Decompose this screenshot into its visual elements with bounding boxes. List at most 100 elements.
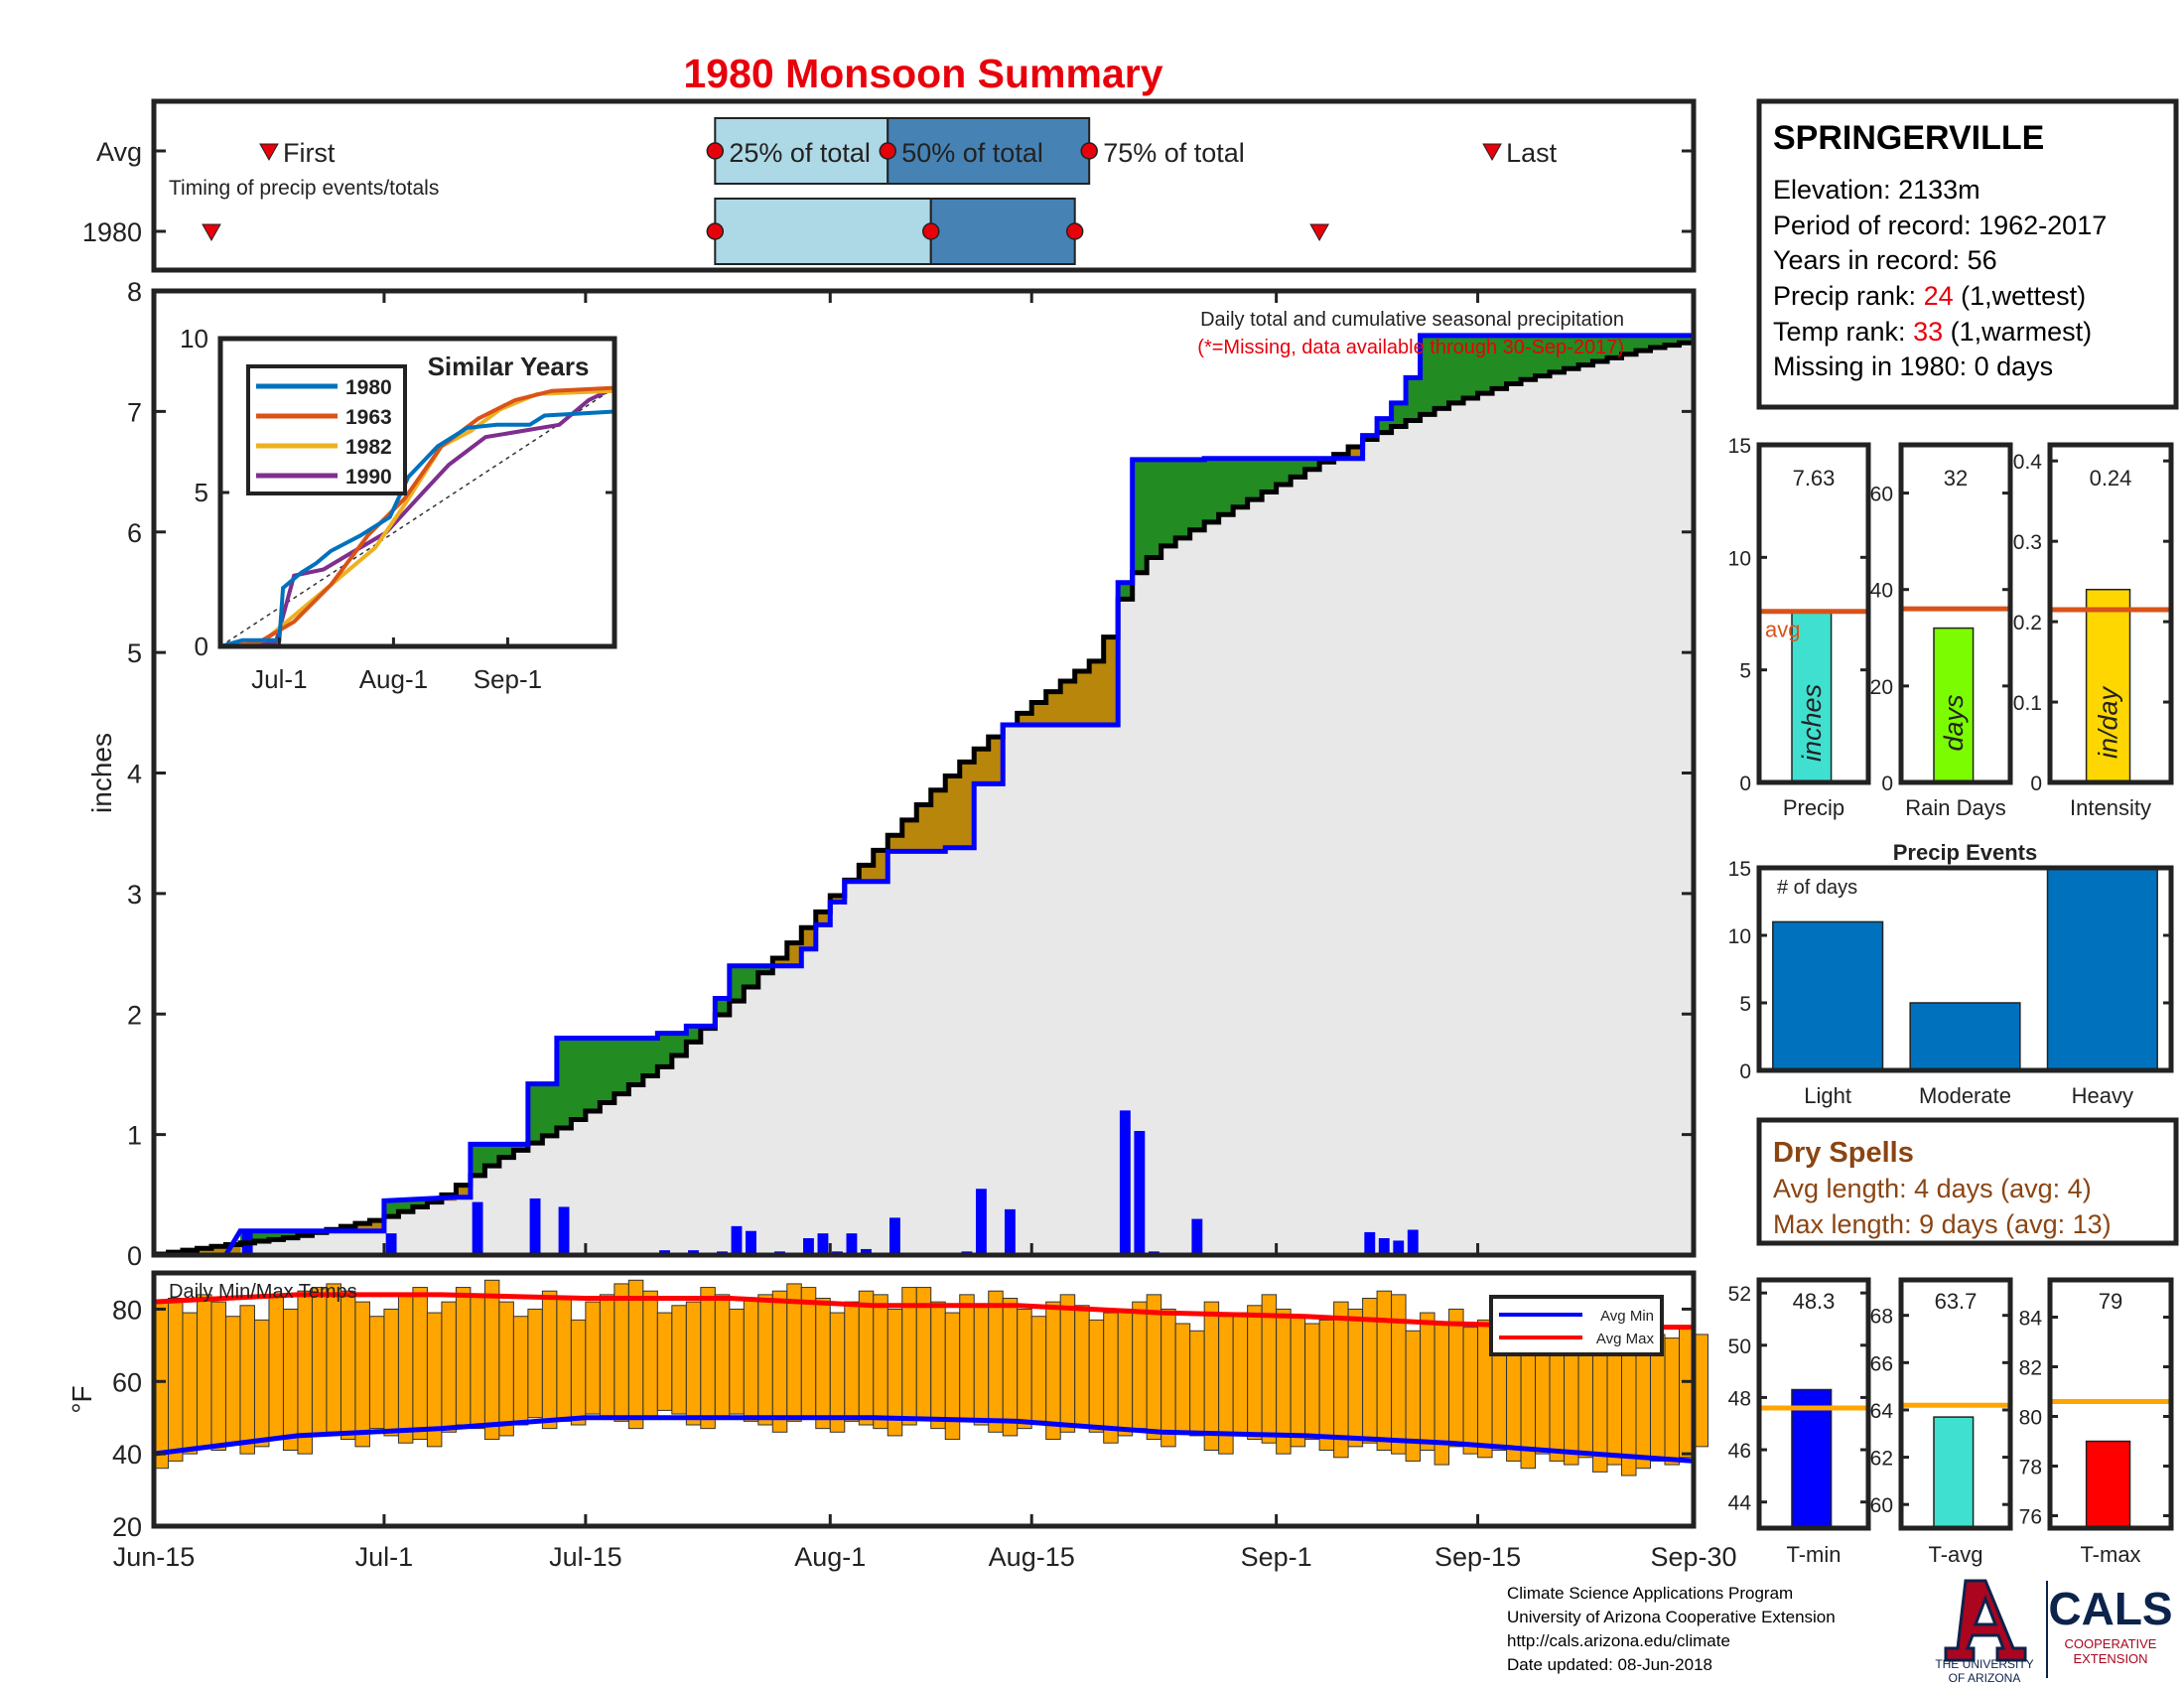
daily-temp-bar bbox=[614, 1283, 629, 1422]
station-temp-rank: Temp rank: 33 (1,warmest) bbox=[1773, 317, 2092, 347]
daily-precip-bar bbox=[1393, 1240, 1405, 1255]
temp-summary-y-tick-label: 44 bbox=[1728, 1492, 1752, 1515]
daily-temp-bar bbox=[498, 1301, 514, 1437]
daily-temp-bar bbox=[1635, 1340, 1652, 1470]
above-average-fill bbox=[1607, 335, 1623, 358]
timing-quantile-marker bbox=[706, 222, 725, 240]
temps-title: Daily Min/Max Temps bbox=[169, 1281, 357, 1303]
daily-temp-bar bbox=[326, 1283, 341, 1433]
temp-summary-category-label: T-avg bbox=[1928, 1542, 1982, 1567]
total-category-label: Precip bbox=[1783, 795, 1844, 820]
temp-summary-axes-box bbox=[1756, 1277, 1871, 1531]
daily-temp-bar bbox=[1174, 1323, 1191, 1433]
daily-temp-bar bbox=[627, 1279, 644, 1430]
legend-avg-max-label: Avg Max bbox=[1596, 1331, 1655, 1347]
temp-rank-value: 33 bbox=[1913, 317, 1943, 347]
legend-avg-min-label: Avg Min bbox=[1600, 1308, 1654, 1325]
total-bar bbox=[1933, 627, 1975, 783]
total-y-tick-label: 10 bbox=[1728, 547, 1751, 570]
daily-temp-bar bbox=[873, 1294, 888, 1430]
daily-temp-bar bbox=[210, 1301, 226, 1451]
precip-events-panel: Light Moderate Heavy 0 5 10 15 Precip Events # o… bbox=[1728, 840, 2174, 1108]
above-average-fill bbox=[542, 1083, 558, 1136]
temp-summary-value-label: 48.3 bbox=[1793, 1289, 1836, 1314]
total-axes-box bbox=[2047, 442, 2174, 785]
timing-quantile-marker bbox=[1065, 222, 1084, 240]
below-average-fill bbox=[1348, 447, 1364, 459]
daily-temp-bar bbox=[1132, 1301, 1148, 1430]
daily-temp-bar bbox=[1276, 1308, 1292, 1455]
total-y-tick-label: 0 bbox=[1739, 773, 1751, 795]
daily-precip-bar bbox=[1004, 1208, 1016, 1255]
precip-rank-value: 24 bbox=[1924, 281, 1954, 311]
above-average-fill bbox=[484, 1144, 500, 1167]
daily-temp-bar bbox=[455, 1287, 472, 1426]
daily-temp-bar bbox=[901, 1287, 917, 1426]
daily-temp-bar bbox=[354, 1301, 370, 1448]
above-average-fill bbox=[1291, 458, 1306, 478]
temps-x-tick-label: Aug-1 bbox=[794, 1542, 866, 1572]
timing-row-label: 1980 bbox=[82, 217, 142, 247]
daily-precip-bar bbox=[1378, 1238, 1390, 1255]
daily-precip-bar bbox=[1364, 1231, 1376, 1255]
events-y-tick-label: 0 bbox=[1739, 1060, 1751, 1083]
above-average-fill bbox=[1578, 335, 1594, 365]
daily-precip-bar bbox=[889, 1217, 900, 1255]
below-average-fill bbox=[1031, 702, 1047, 725]
below-average-fill bbox=[1045, 691, 1061, 725]
below-average-fill bbox=[815, 912, 831, 925]
above-average-fill bbox=[283, 1230, 299, 1238]
events-ylabel: # of days bbox=[1777, 877, 1857, 899]
daily-temp-bar bbox=[167, 1298, 184, 1462]
above-average-fill bbox=[642, 1038, 658, 1076]
daily-temp-bar bbox=[1030, 1316, 1047, 1422]
temp-summary-y-tick-label: 64 bbox=[1870, 1400, 1894, 1423]
temp-summary-y-tick-label: 48 bbox=[1728, 1387, 1751, 1410]
inset-series-line bbox=[219, 388, 615, 648]
daily-temp-bar bbox=[844, 1301, 860, 1422]
above-average-fill bbox=[1189, 459, 1205, 530]
daily-temp-bar bbox=[527, 1308, 543, 1419]
inset-x-tick-label: Aug-1 bbox=[359, 664, 428, 694]
total-unit-label: days bbox=[1939, 694, 1969, 751]
total-y-tick-label: 40 bbox=[1870, 580, 1893, 603]
event-bar bbox=[1772, 920, 1884, 1071]
dry-spells-title: Dry Spells bbox=[1773, 1137, 1914, 1169]
daily-temp-bar bbox=[570, 1319, 587, 1426]
daily-temp-bar bbox=[585, 1301, 601, 1415]
daily-precip-bar bbox=[846, 1233, 858, 1255]
total-y-tick-label: 0 bbox=[2030, 773, 2042, 795]
daily-temp-bar bbox=[973, 1305, 990, 1426]
daily-temp-bar bbox=[196, 1294, 212, 1448]
temp-summary-bar bbox=[1933, 1416, 1975, 1529]
above-average-fill bbox=[686, 1026, 702, 1043]
daily-temp-bar bbox=[1203, 1301, 1220, 1451]
daily-precip-bar bbox=[1191, 1218, 1203, 1255]
daily-temp-bar bbox=[771, 1290, 788, 1433]
daily-temp-bar bbox=[1189, 1330, 1205, 1437]
station-elevation: Elevation: 2133m bbox=[1773, 175, 1980, 205]
y-tick-label: 7 bbox=[127, 397, 142, 427]
temps-y-tick-label: 20 bbox=[112, 1512, 142, 1542]
cals-logo-text: CALS bbox=[2048, 1583, 2172, 1634]
daily-temp-bar bbox=[786, 1283, 802, 1422]
above-average-fill bbox=[671, 1033, 687, 1055]
y-tick-label: 6 bbox=[127, 518, 142, 548]
annotation-missing: (*=Missing, data available through 30-Se… bbox=[1197, 337, 1624, 358]
above-average-fill bbox=[1434, 335, 1450, 409]
temp-summary-y-tick-label: 52 bbox=[1728, 1283, 1751, 1306]
daily-temp-bar bbox=[729, 1308, 745, 1415]
above-average-fill bbox=[1391, 402, 1407, 427]
temp-summary-axes-box bbox=[1898, 1277, 2013, 1531]
below-average-fill bbox=[873, 850, 888, 882]
footer-line2: University of Arizona Cooperative Extens… bbox=[1507, 1608, 1836, 1626]
above-average-fill bbox=[412, 1200, 429, 1207]
daily-temp-bar bbox=[1045, 1301, 1061, 1441]
temps-x-tick-label: Sep-15 bbox=[1434, 1542, 1521, 1572]
timing-first-last-marker bbox=[1482, 143, 1502, 162]
footer-line3: http://cals.arizona.edu/climate bbox=[1507, 1631, 1730, 1650]
total-avg-label: avg bbox=[1765, 618, 1800, 642]
timing-q25-q50-box bbox=[714, 198, 932, 265]
above-average-fill bbox=[571, 1038, 587, 1120]
daily-temp-bar bbox=[282, 1308, 299, 1452]
